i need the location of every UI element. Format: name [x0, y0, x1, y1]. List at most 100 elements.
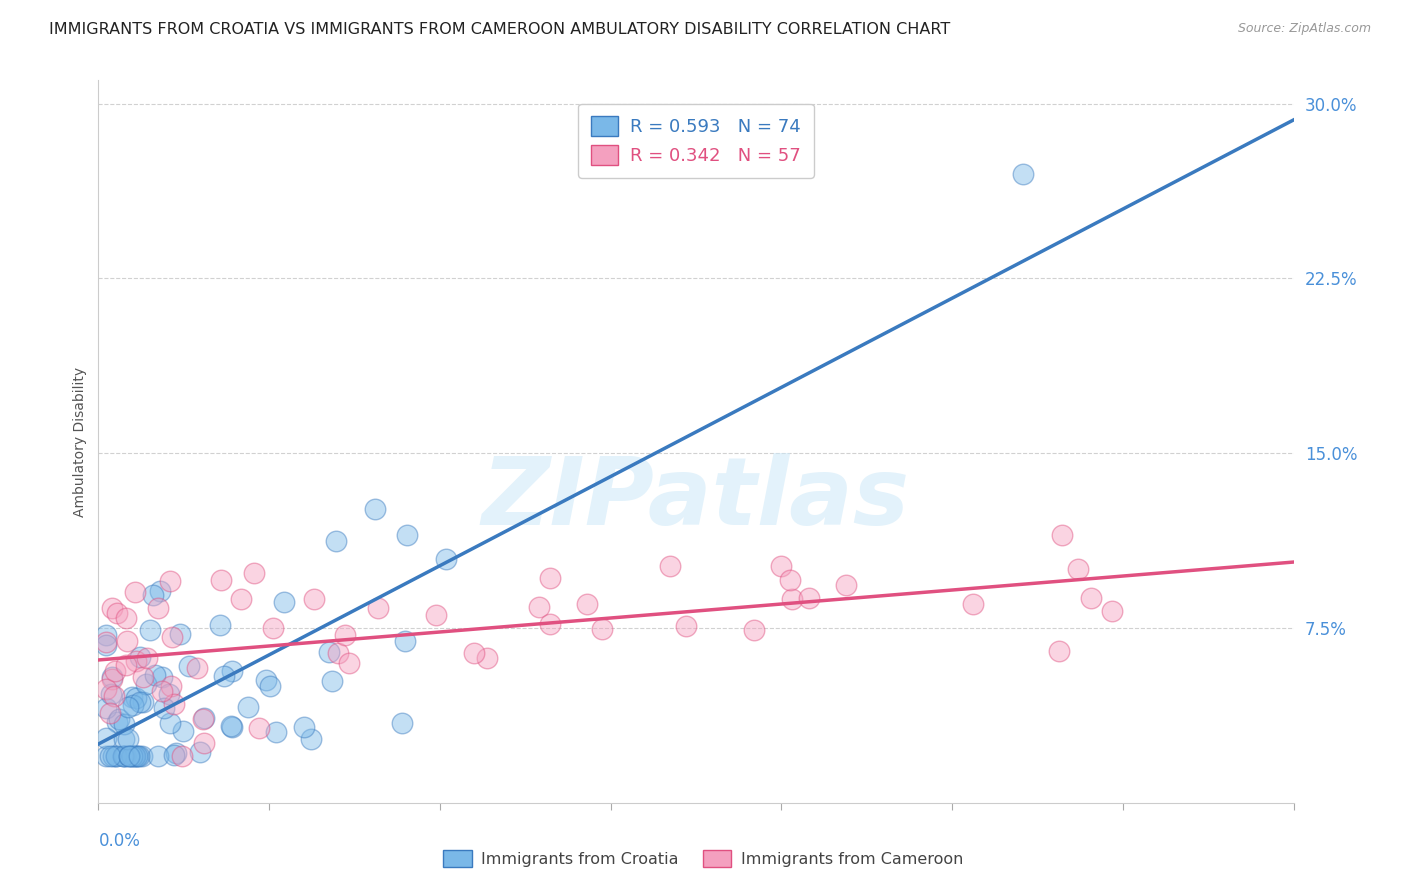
Point — [1101, 604, 1123, 618]
Point — [538, 617, 561, 632]
Point — [112, 749, 135, 764]
Point — [146, 749, 169, 764]
Point — [172, 724, 194, 739]
Point — [364, 502, 387, 516]
Point — [136, 650, 159, 665]
Point — [108, 712, 131, 726]
Point — [101, 672, 124, 686]
Point — [159, 716, 181, 731]
Point — [337, 656, 360, 670]
Point — [193, 735, 215, 749]
Point — [273, 594, 295, 608]
Point — [236, 699, 259, 714]
Point — [118, 749, 141, 764]
Legend: R = 0.593   N = 74, R = 0.342   N = 57: R = 0.593 N = 74, R = 0.342 N = 57 — [578, 103, 814, 178]
Point — [1047, 643, 1070, 657]
Point — [259, 679, 281, 693]
Point — [153, 700, 176, 714]
Point — [591, 622, 613, 636]
Point — [96, 628, 118, 642]
Point — [779, 573, 801, 587]
Point — [835, 578, 858, 592]
Point — [100, 687, 122, 701]
Point — [1067, 562, 1090, 576]
Legend: Immigrants from Croatia, Immigrants from Cameroon: Immigrants from Croatia, Immigrants from… — [436, 843, 970, 873]
Point — [104, 749, 127, 764]
Point — [159, 574, 181, 588]
Point — [107, 607, 129, 621]
Point — [131, 749, 153, 764]
Point — [394, 633, 416, 648]
Point — [105, 749, 128, 764]
Point — [103, 665, 125, 679]
Text: 0.0%: 0.0% — [98, 831, 141, 850]
Point — [160, 631, 183, 645]
Point — [209, 573, 232, 587]
Point — [242, 566, 264, 580]
Point — [138, 623, 160, 637]
Point — [101, 601, 124, 615]
Point — [96, 701, 118, 715]
Point — [98, 749, 121, 764]
Point — [797, 591, 820, 605]
Point — [120, 749, 142, 764]
Point — [186, 661, 208, 675]
Point — [1052, 528, 1074, 542]
Point — [188, 745, 211, 759]
Point — [121, 698, 143, 713]
Point — [125, 690, 148, 705]
Point — [128, 695, 150, 709]
Point — [328, 646, 350, 660]
Point — [962, 598, 984, 612]
Point — [425, 607, 447, 622]
Point — [128, 749, 150, 764]
Point — [475, 650, 498, 665]
Point — [149, 583, 172, 598]
Point — [1011, 167, 1033, 181]
Point — [121, 749, 143, 764]
Point — [179, 659, 201, 673]
Point — [103, 689, 125, 703]
Point — [193, 712, 215, 726]
Point — [391, 716, 413, 731]
Point — [112, 731, 135, 746]
Point — [396, 528, 419, 542]
Point — [1080, 591, 1102, 606]
Point — [659, 559, 682, 574]
Point — [101, 749, 124, 764]
Point — [125, 654, 148, 668]
Point — [117, 700, 139, 714]
Point — [122, 749, 145, 764]
Point — [214, 668, 236, 682]
Point — [463, 646, 485, 660]
Point — [96, 634, 118, 648]
Point — [247, 721, 270, 735]
Point — [125, 749, 148, 764]
Point — [208, 618, 231, 632]
Point — [112, 717, 135, 731]
Text: ZIPatlas: ZIPatlas — [482, 453, 910, 545]
Point — [292, 720, 315, 734]
Point — [96, 731, 118, 745]
Point — [121, 690, 143, 704]
Point — [299, 732, 322, 747]
Point — [117, 731, 139, 746]
Point — [193, 711, 215, 725]
Point — [135, 676, 157, 690]
Point — [96, 682, 118, 697]
Point — [538, 570, 561, 584]
Point — [127, 749, 149, 764]
Point — [367, 600, 389, 615]
Point — [221, 720, 243, 734]
Point — [254, 673, 277, 687]
Point — [143, 668, 166, 682]
Point — [118, 749, 141, 764]
Point — [434, 552, 457, 566]
Point — [675, 619, 697, 633]
Point — [229, 592, 252, 607]
Y-axis label: Ambulatory Disability: Ambulatory Disability — [73, 367, 87, 516]
Point — [172, 749, 194, 764]
Point — [115, 611, 138, 625]
Point — [163, 697, 186, 711]
Point — [111, 749, 134, 764]
